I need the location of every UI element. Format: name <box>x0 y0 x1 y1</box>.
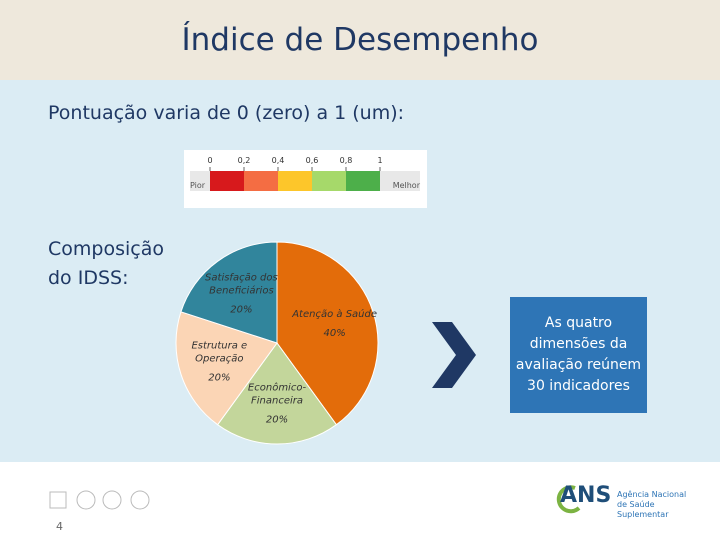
slice-label: Econômico-Financeira 20% <box>232 381 322 426</box>
scale-tick-label: 0,6 <box>306 156 319 165</box>
slide-title: Índice de Desempenho <box>181 22 539 58</box>
title-band <box>0 0 720 80</box>
pie-slice <box>276 241 379 426</box>
scale-segment <box>210 171 244 191</box>
slice-value-label: 40% <box>323 328 346 340</box>
logo-tagline: Agência Nacional de Saúde Suplementar <box>617 490 687 519</box>
scale-tick-label: 0,2 <box>238 156 251 165</box>
scale-tick-label: 0,8 <box>340 156 353 165</box>
scale-segment <box>312 171 346 191</box>
scale-segment <box>346 171 380 191</box>
callout-box: As quatro dimensões da avaliação reúnem … <box>510 297 647 413</box>
footer-icons <box>49 490 150 510</box>
slice-label: Atenção à Saúde 40% <box>290 308 380 340</box>
scale-segment <box>278 171 312 191</box>
logo-name: ANS <box>560 483 612 508</box>
composition-label: Composição do IDSS: <box>48 238 164 289</box>
scale-tick-label: 0 <box>207 156 212 165</box>
slice-value-label: 20% <box>265 414 289 426</box>
slice-label: Satisfação dos Beneficiários 20% <box>196 271 286 316</box>
scale-tick-label: 1 <box>377 156 382 165</box>
scale-tick-label: 0,4 <box>272 156 285 165</box>
pie-slice <box>180 241 278 344</box>
chevron-arrow <box>432 322 476 388</box>
slice-label: Estrutura e Operação 20% <box>174 339 264 384</box>
scale-high-label: Melhor <box>393 181 421 190</box>
pie-slice <box>175 311 278 426</box>
scale-segment <box>244 171 278 191</box>
slice-value-label: 20% <box>208 372 231 384</box>
subtitle: Pontuação varia de 0 (zero) a 1 (um): <box>48 102 405 124</box>
logo-mark <box>556 485 581 514</box>
scale-low-label: Pior <box>190 181 206 190</box>
slice-value-label: 20% <box>230 304 253 316</box>
page-number: 4 <box>56 520 63 533</box>
pie-slice <box>216 342 338 445</box>
